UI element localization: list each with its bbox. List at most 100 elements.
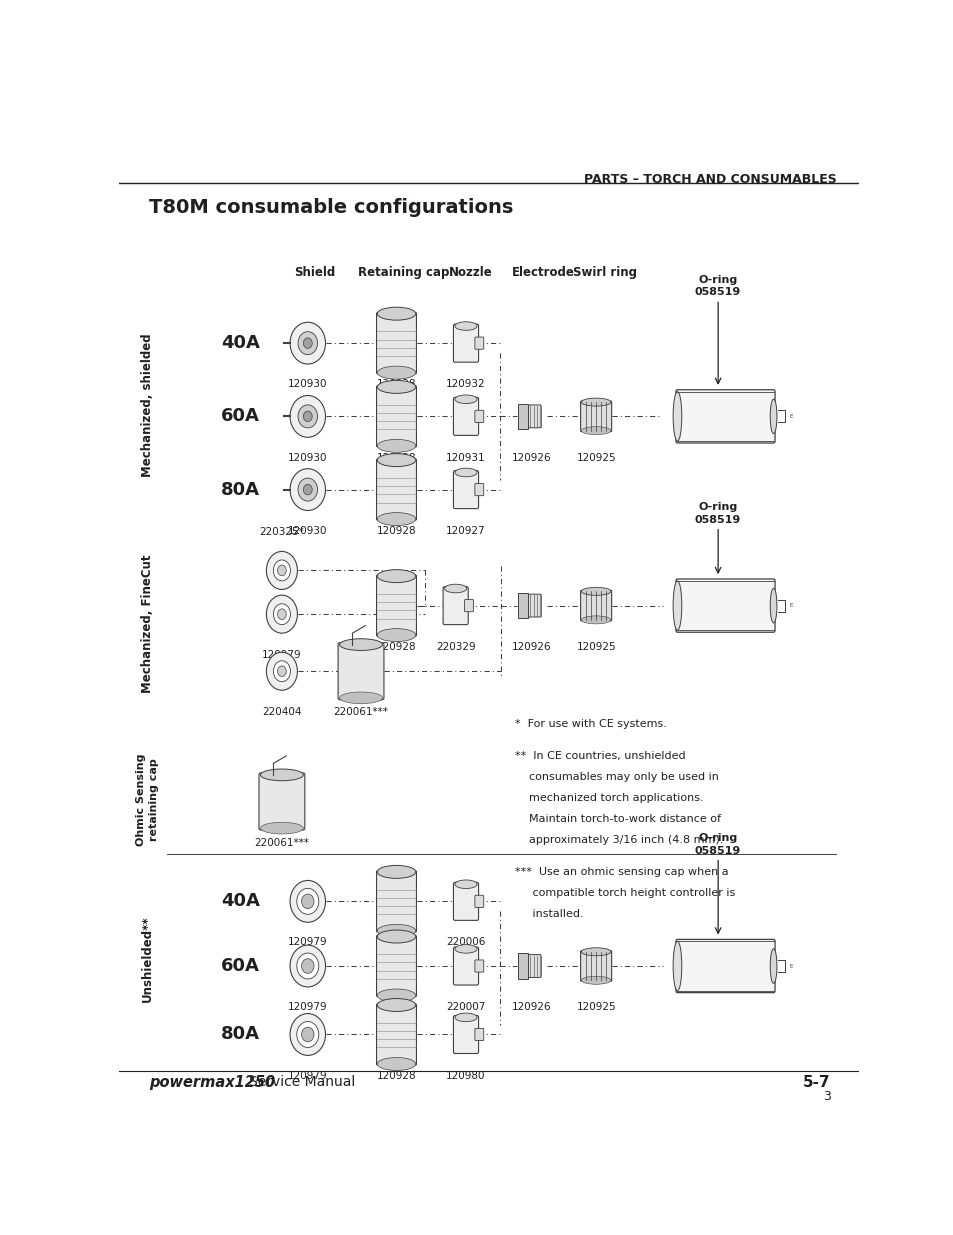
Text: 120926: 120926 xyxy=(512,642,551,652)
Ellipse shape xyxy=(260,823,303,834)
Text: 220329: 220329 xyxy=(436,642,475,652)
Ellipse shape xyxy=(290,395,325,437)
Ellipse shape xyxy=(769,948,776,983)
Ellipse shape xyxy=(580,616,610,624)
Text: 60A: 60A xyxy=(221,957,260,974)
Ellipse shape xyxy=(301,958,314,973)
Ellipse shape xyxy=(339,638,382,651)
FancyBboxPatch shape xyxy=(522,955,540,977)
Ellipse shape xyxy=(455,468,476,477)
FancyBboxPatch shape xyxy=(475,337,483,350)
Ellipse shape xyxy=(455,1013,476,1021)
Text: Retaining cap: Retaining cap xyxy=(357,266,449,279)
Ellipse shape xyxy=(274,661,290,682)
FancyBboxPatch shape xyxy=(376,936,416,997)
Ellipse shape xyxy=(266,551,297,589)
Text: 220325*: 220325* xyxy=(259,527,304,537)
Ellipse shape xyxy=(296,953,318,979)
Text: 120930: 120930 xyxy=(288,379,327,389)
Text: 120928: 120928 xyxy=(376,452,416,462)
FancyBboxPatch shape xyxy=(376,385,416,447)
Ellipse shape xyxy=(673,580,681,630)
Ellipse shape xyxy=(290,945,325,987)
Text: E: E xyxy=(789,603,792,608)
Text: 120925: 120925 xyxy=(576,452,616,462)
Ellipse shape xyxy=(580,426,610,435)
Text: ***  Use an ohmic sensing cap when a: *** Use an ohmic sensing cap when a xyxy=(515,867,728,877)
Ellipse shape xyxy=(301,894,314,909)
Ellipse shape xyxy=(290,881,325,923)
Ellipse shape xyxy=(455,322,476,330)
FancyBboxPatch shape xyxy=(676,579,774,632)
Ellipse shape xyxy=(303,484,312,495)
Ellipse shape xyxy=(376,440,416,452)
Text: 120928: 120928 xyxy=(376,937,416,947)
Ellipse shape xyxy=(376,366,416,379)
Text: T80M consumable configurations: T80M consumable configurations xyxy=(149,198,513,216)
Text: 120925: 120925 xyxy=(576,642,616,652)
FancyBboxPatch shape xyxy=(517,953,527,978)
Text: 120926: 120926 xyxy=(512,1002,551,1013)
Text: 80A: 80A xyxy=(221,480,260,499)
FancyBboxPatch shape xyxy=(522,405,540,427)
FancyBboxPatch shape xyxy=(475,410,483,422)
FancyBboxPatch shape xyxy=(522,594,540,618)
FancyBboxPatch shape xyxy=(580,590,611,621)
Text: O-ring
058519: O-ring 058519 xyxy=(695,275,740,298)
FancyBboxPatch shape xyxy=(475,960,483,972)
Text: Mechanized, shielded: Mechanized, shielded xyxy=(141,333,153,477)
FancyBboxPatch shape xyxy=(580,951,611,982)
Text: Unshielded**: Unshielded** xyxy=(141,915,153,1002)
Ellipse shape xyxy=(376,380,416,394)
Text: 120979: 120979 xyxy=(288,1071,327,1081)
Text: 220061***: 220061*** xyxy=(334,708,388,718)
Ellipse shape xyxy=(455,881,476,888)
Ellipse shape xyxy=(376,1057,416,1071)
Ellipse shape xyxy=(376,629,416,641)
Ellipse shape xyxy=(266,652,297,690)
Ellipse shape xyxy=(376,989,416,1002)
Text: *  For use with CE systems.: * For use with CE systems. xyxy=(515,719,666,729)
Text: 120932: 120932 xyxy=(446,379,485,389)
Text: 120930: 120930 xyxy=(288,452,327,462)
FancyBboxPatch shape xyxy=(258,773,305,830)
FancyBboxPatch shape xyxy=(676,940,774,993)
Ellipse shape xyxy=(297,332,317,354)
Ellipse shape xyxy=(376,513,416,526)
Text: PARTS – TORCH AND CONSUMABLES: PARTS – TORCH AND CONSUMABLES xyxy=(583,173,836,186)
Text: Nozzle: Nozzle xyxy=(448,266,492,279)
Text: Shield: Shield xyxy=(294,266,335,279)
Text: 40A: 40A xyxy=(221,335,260,352)
Text: installed.: installed. xyxy=(515,909,583,919)
FancyBboxPatch shape xyxy=(517,593,527,619)
FancyBboxPatch shape xyxy=(337,642,383,700)
Text: approximately 3/16 inch (4.8 mm).: approximately 3/16 inch (4.8 mm). xyxy=(515,835,722,845)
Ellipse shape xyxy=(444,584,466,593)
Ellipse shape xyxy=(297,478,317,501)
Text: 220061***: 220061*** xyxy=(254,837,309,847)
FancyBboxPatch shape xyxy=(453,1015,478,1053)
Ellipse shape xyxy=(301,1028,314,1042)
FancyBboxPatch shape xyxy=(442,587,468,625)
Text: Ohmic Sensing
retaining cap: Ohmic Sensing retaining cap xyxy=(136,753,158,846)
Text: 80A: 80A xyxy=(221,1025,260,1044)
Ellipse shape xyxy=(673,391,681,441)
Ellipse shape xyxy=(274,559,290,580)
Text: E: E xyxy=(789,963,792,968)
FancyBboxPatch shape xyxy=(453,947,478,986)
Text: 220404: 220404 xyxy=(262,708,301,718)
Text: 220006: 220006 xyxy=(446,937,485,947)
Ellipse shape xyxy=(580,398,610,406)
Text: 60A: 60A xyxy=(221,408,260,425)
Text: 40A: 40A xyxy=(221,893,260,910)
Ellipse shape xyxy=(266,595,297,634)
Text: 120930: 120930 xyxy=(288,526,327,536)
Ellipse shape xyxy=(376,999,416,1011)
Ellipse shape xyxy=(376,930,416,944)
Text: 120928: 120928 xyxy=(376,526,416,536)
Ellipse shape xyxy=(296,1021,318,1047)
Ellipse shape xyxy=(277,609,286,620)
FancyBboxPatch shape xyxy=(475,895,483,908)
Text: 120925: 120925 xyxy=(576,1002,616,1013)
Ellipse shape xyxy=(277,566,286,576)
